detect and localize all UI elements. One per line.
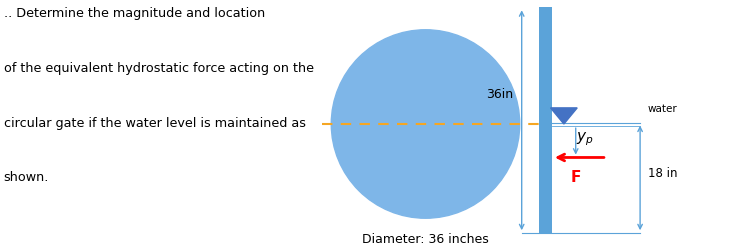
Ellipse shape: [332, 30, 519, 218]
Text: Diameter: 36 inches: Diameter: 36 inches: [362, 233, 489, 246]
Text: 36in: 36in: [485, 88, 513, 101]
Text: water: water: [648, 104, 677, 114]
Text: circular gate if the water level is maintained as: circular gate if the water level is main…: [4, 117, 306, 129]
Text: shown.: shown.: [4, 171, 49, 184]
Text: .. Determine the magnitude and location: .. Determine the magnitude and location: [4, 7, 265, 20]
Text: $y_p$: $y_p$: [576, 130, 593, 148]
Polygon shape: [551, 108, 577, 124]
Text: 18 in: 18 in: [648, 167, 677, 180]
Bar: [539, 7, 552, 233]
Text: of the equivalent hydrostatic force acting on the: of the equivalent hydrostatic force acti…: [4, 62, 314, 75]
Text: F: F: [571, 170, 581, 185]
